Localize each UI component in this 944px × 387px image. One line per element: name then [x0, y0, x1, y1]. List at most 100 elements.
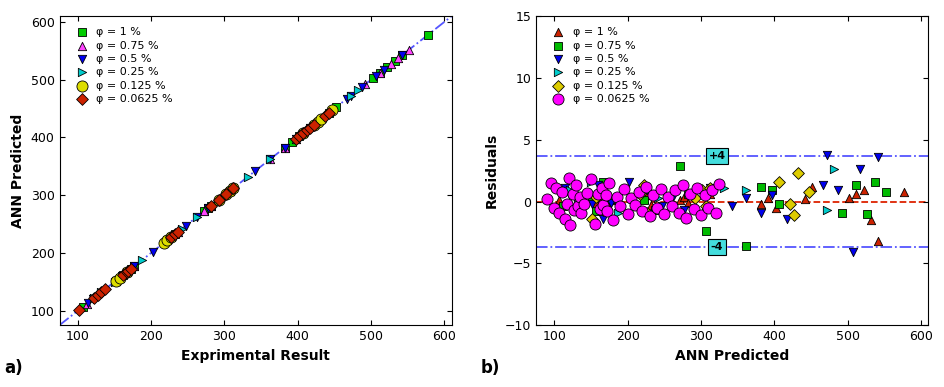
Point	[588, 200, 603, 206]
Point	[694, 187, 709, 194]
Point	[107, 279, 122, 285]
Point	[277, 145, 292, 151]
Point	[707, 209, 722, 216]
Point	[867, 179, 882, 185]
Point	[123, 266, 138, 272]
Point	[801, 188, 816, 195]
Point	[85, 296, 100, 302]
Point	[372, 70, 387, 76]
Point	[310, 119, 325, 125]
Point	[247, 168, 262, 174]
Point	[782, 201, 797, 207]
Point	[394, 52, 409, 58]
Point	[859, 211, 874, 217]
Point	[656, 211, 671, 217]
Point	[596, 179, 611, 185]
Legend: φ = 1 %, φ = 0.75 %, φ = 0.5 %, φ = 0.25 %, φ = 0.125 %, φ = 0.0625 %: φ = 1 %, φ = 0.75 %, φ = 0.5 %, φ = 0.25…	[541, 22, 654, 110]
Point	[119, 269, 134, 275]
Point	[826, 166, 841, 173]
Y-axis label: ANN Predicted: ANN Predicted	[11, 113, 25, 228]
Point	[368, 72, 383, 79]
Point	[676, 207, 691, 213]
Point	[588, 194, 603, 200]
Point	[394, 52, 409, 58]
Point	[579, 190, 594, 196]
Point	[226, 185, 241, 191]
Point	[590, 182, 605, 188]
Point	[693, 212, 708, 218]
Point	[594, 185, 609, 191]
Text: +4: +4	[708, 151, 725, 161]
Point	[292, 133, 307, 139]
Point	[171, 228, 186, 235]
Point	[576, 201, 591, 207]
Point	[698, 228, 713, 234]
Point	[700, 205, 715, 211]
Point	[401, 46, 416, 53]
Point	[764, 187, 779, 194]
Point	[848, 191, 863, 197]
Point	[601, 180, 616, 186]
Point	[376, 67, 391, 73]
Point	[680, 191, 695, 197]
Point	[226, 185, 241, 191]
Point	[572, 194, 587, 200]
Point	[390, 55, 405, 62]
Point	[797, 196, 812, 202]
Point	[665, 203, 680, 209]
Point	[877, 188, 892, 195]
Text: a): a)	[5, 359, 24, 377]
Point	[752, 183, 767, 190]
Point	[547, 205, 562, 211]
Point	[678, 214, 693, 221]
Point	[167, 231, 182, 238]
Point	[563, 187, 578, 194]
Y-axis label: Residuals: Residuals	[484, 133, 498, 208]
Point	[610, 209, 625, 216]
Point	[815, 182, 830, 188]
Point	[818, 151, 834, 158]
Point	[602, 196, 617, 202]
Point	[364, 75, 379, 82]
Point	[697, 192, 712, 199]
Point	[565, 191, 580, 197]
Point	[543, 180, 558, 186]
Point	[160, 237, 175, 243]
Point	[317, 113, 332, 119]
Point	[588, 208, 603, 214]
Point	[635, 197, 650, 204]
Point	[596, 202, 611, 208]
Point	[288, 136, 303, 142]
Point	[723, 203, 738, 209]
Point	[631, 188, 646, 195]
Point	[698, 202, 713, 208]
Point	[196, 208, 211, 214]
Point	[559, 201, 574, 207]
Point	[556, 216, 571, 222]
Point	[615, 186, 631, 192]
Point	[660, 194, 675, 200]
Point	[602, 200, 617, 206]
Point	[262, 156, 278, 163]
Point	[288, 136, 303, 142]
Point	[222, 188, 237, 194]
Point	[226, 185, 241, 191]
Point	[295, 130, 311, 137]
Point	[163, 234, 178, 240]
Point	[789, 170, 804, 176]
Point	[582, 179, 598, 185]
Point	[598, 201, 614, 207]
Point	[621, 179, 636, 185]
Point	[86, 295, 101, 301]
Point	[848, 182, 863, 188]
Point	[623, 195, 638, 201]
Point	[563, 222, 578, 228]
Point	[171, 228, 186, 235]
Point	[372, 70, 387, 76]
Point	[339, 96, 354, 102]
Point	[354, 84, 369, 90]
Point	[869, 238, 885, 244]
Point	[119, 269, 134, 275]
Point	[664, 203, 679, 209]
Point	[689, 185, 704, 191]
